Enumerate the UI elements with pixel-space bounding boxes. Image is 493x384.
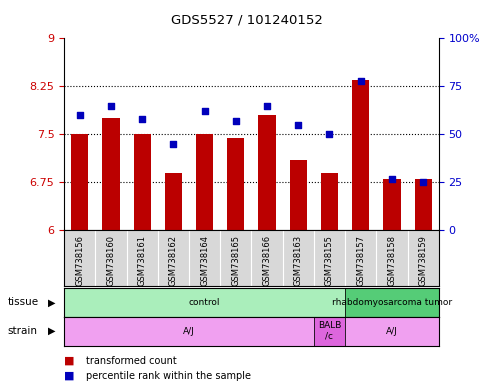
Text: ▶: ▶ — [48, 297, 56, 308]
Bar — [352, 80, 369, 230]
Bar — [415, 179, 432, 230]
Text: control: control — [189, 298, 220, 307]
Point — [294, 122, 302, 128]
Bar — [196, 134, 213, 230]
Text: BALB
/c: BALB /c — [318, 321, 341, 341]
Point — [107, 103, 115, 109]
Bar — [103, 118, 119, 230]
Text: rhabdomyosarcoma tumor: rhabdomyosarcoma tumor — [332, 298, 452, 307]
Bar — [227, 137, 245, 230]
Text: percentile rank within the sample: percentile rank within the sample — [86, 371, 251, 381]
Bar — [165, 173, 182, 230]
Text: GSM738166: GSM738166 — [263, 235, 272, 286]
Point — [201, 108, 209, 114]
Text: GSM738158: GSM738158 — [387, 235, 396, 286]
Point — [170, 141, 177, 147]
Point — [76, 112, 84, 118]
Bar — [384, 179, 400, 230]
Point — [419, 179, 427, 185]
Text: GSM738155: GSM738155 — [325, 235, 334, 286]
Point — [388, 175, 396, 182]
Text: A/J: A/J — [386, 327, 398, 336]
Bar — [258, 115, 276, 230]
Point — [138, 116, 146, 122]
Text: ▶: ▶ — [48, 326, 56, 336]
Bar — [345, 317, 439, 346]
Text: ■: ■ — [64, 371, 74, 381]
Text: transformed count: transformed count — [86, 356, 177, 366]
Bar — [64, 317, 314, 346]
Bar — [321, 173, 338, 230]
Text: GSM738157: GSM738157 — [356, 235, 365, 286]
Text: GSM738160: GSM738160 — [106, 235, 115, 286]
Point — [325, 131, 333, 137]
Text: GSM738164: GSM738164 — [200, 235, 209, 286]
Text: GSM738162: GSM738162 — [169, 235, 178, 286]
Text: GSM738163: GSM738163 — [294, 235, 303, 286]
Point — [232, 118, 240, 124]
Text: GSM738159: GSM738159 — [419, 235, 427, 286]
Bar — [71, 134, 88, 230]
Text: GSM738161: GSM738161 — [138, 235, 146, 286]
Point — [357, 78, 365, 84]
Text: strain: strain — [7, 326, 37, 336]
Text: GSM738156: GSM738156 — [75, 235, 84, 286]
Text: GSM738165: GSM738165 — [231, 235, 240, 286]
Bar — [64, 288, 345, 317]
Bar — [134, 134, 151, 230]
Text: GDS5527 / 101240152: GDS5527 / 101240152 — [171, 13, 322, 26]
Bar — [314, 317, 345, 346]
Text: A/J: A/J — [183, 327, 195, 336]
Bar — [290, 160, 307, 230]
Bar — [345, 288, 439, 317]
Text: ■: ■ — [64, 356, 74, 366]
Point — [263, 103, 271, 109]
Text: tissue: tissue — [7, 297, 38, 308]
